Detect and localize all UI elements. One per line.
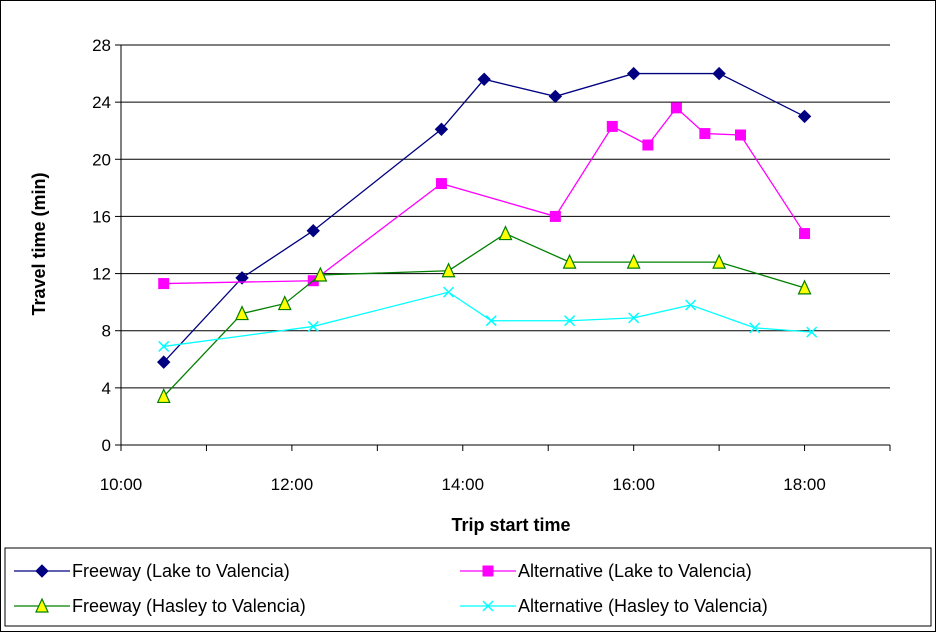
legend-box — [4, 547, 932, 627]
series-1 — [157, 66, 812, 369]
data-point — [235, 271, 249, 285]
data-point — [626, 253, 641, 269]
series-line — [163, 291, 812, 348]
data-point — [306, 224, 320, 238]
data-point — [307, 320, 319, 332]
data-point — [797, 109, 812, 124]
data-point — [749, 322, 761, 334]
legend-entry: Freeway (Lake to Valencia) — [14, 561, 290, 581]
data-point — [434, 122, 449, 136]
series-2 — [158, 102, 811, 290]
legend-marker — [482, 600, 494, 612]
data-point — [734, 129, 746, 141]
legend-marker — [35, 597, 49, 613]
legend-entry: Freeway (Hasley to Valencia) — [14, 596, 306, 616]
data-point — [712, 253, 727, 269]
y-tick-label: 24 — [92, 93, 111, 112]
data-point — [549, 210, 561, 222]
data-point — [685, 299, 697, 311]
legend-entry: Alternative (Hasley to Valencia) — [460, 596, 768, 616]
x-tick-label: 14:00 — [442, 475, 485, 494]
data-point — [699, 128, 711, 140]
legend-marker — [35, 564, 49, 578]
y-tick-label: 4 — [102, 379, 111, 398]
data-point — [158, 340, 170, 352]
axes — [120, 45, 891, 451]
data-point — [435, 178, 447, 190]
series-line — [163, 232, 805, 397]
series-line — [163, 106, 806, 285]
data-point — [157, 355, 171, 369]
legend-marker — [482, 565, 494, 577]
data-point — [548, 89, 563, 104]
data-point — [797, 279, 812, 295]
y-tick-label: 28 — [92, 36, 111, 55]
data-point — [156, 387, 171, 404]
data-point — [628, 312, 640, 324]
data-point — [441, 262, 456, 278]
data-point — [606, 120, 618, 132]
legend-label: Alternative (Lake to Valencia) — [518, 561, 752, 581]
data-point — [670, 102, 682, 114]
legend: Freeway (Lake to Valencia) Alternative (L… — [4, 547, 932, 627]
data-point — [564, 315, 576, 327]
data-point — [712, 66, 726, 81]
x-tick-label: 10:00 — [100, 475, 143, 494]
data-point — [485, 315, 497, 327]
x-tick-label: 16:00 — [612, 475, 655, 494]
x-axis-title: Trip start time — [451, 515, 570, 535]
data-point — [562, 253, 577, 269]
y-axis-title: Travel time (min) — [29, 172, 49, 315]
legend-label: Freeway (Lake to Valencia) — [72, 561, 290, 581]
series-3 — [156, 225, 812, 404]
data-point — [626, 66, 641, 81]
series-line — [163, 72, 805, 363]
data-point — [799, 228, 811, 240]
series-group — [156, 66, 818, 404]
data-point — [313, 266, 328, 282]
data-point — [277, 295, 292, 311]
data-point — [642, 139, 654, 151]
data-point — [806, 326, 818, 338]
data-point — [498, 225, 513, 241]
x-tick-label: 18:00 — [783, 475, 826, 494]
y-tick-label: 20 — [92, 150, 111, 169]
y-tick-label: 12 — [92, 265, 111, 284]
x-tick-label: 12:00 — [271, 475, 314, 494]
series-4 — [158, 286, 818, 352]
gridlines — [115, 44, 890, 446]
legend-label: Alternative (Hasley to Valencia) — [518, 596, 768, 616]
legend-entry: Alternative (Lake to Valencia) — [460, 561, 752, 581]
x-tick-labels: 10:00 12:00 14:00 16:00 18:00 — [100, 475, 826, 494]
y-tick-label: 0 — [102, 436, 111, 455]
y-tick-label: 8 — [102, 322, 111, 341]
data-point — [477, 72, 491, 86]
y-tick-label: 16 — [92, 207, 111, 226]
data-point — [443, 286, 455, 298]
legend-label: Freeway (Hasley to Valencia) — [72, 596, 306, 616]
data-point — [235, 305, 249, 321]
data-point — [158, 278, 170, 290]
y-tick-labels: 0 4 8 12 16 20 24 28 — [92, 36, 111, 455]
